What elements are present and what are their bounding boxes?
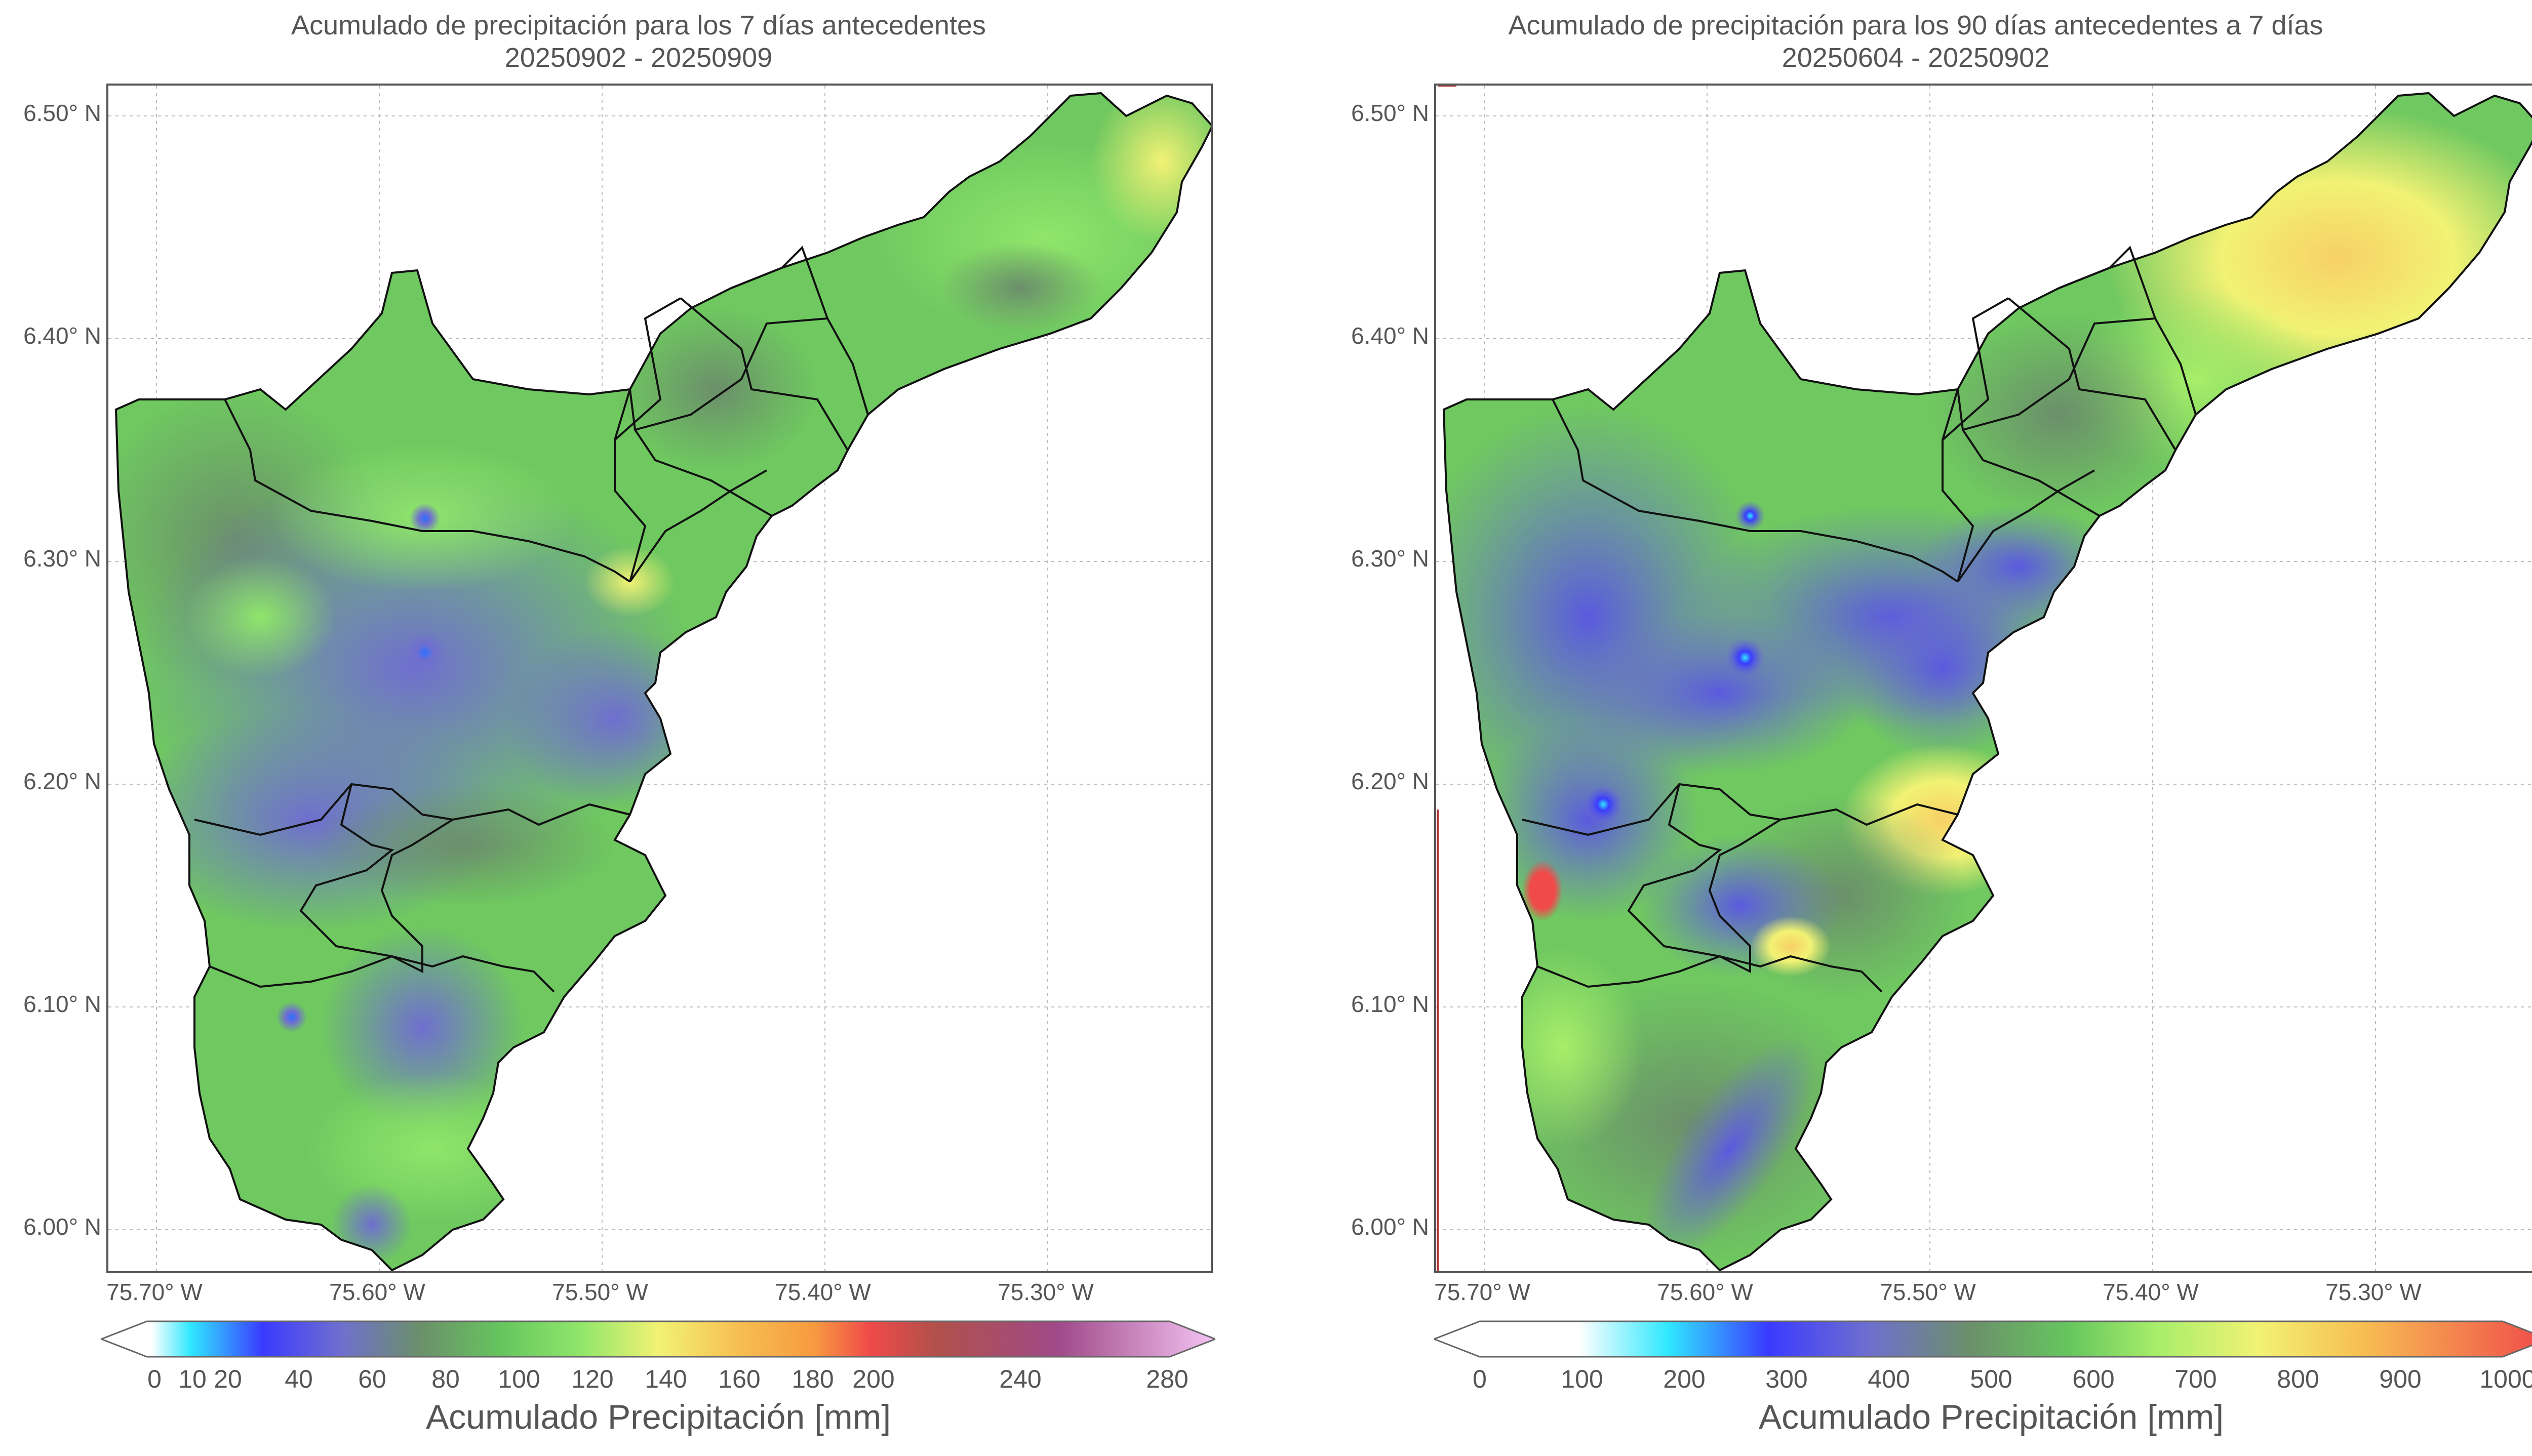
right-cbar-tick: 0	[1473, 1365, 1487, 1393]
left-cbar-tick: 140	[645, 1365, 687, 1393]
left-xtick: 75.60° W	[329, 1279, 425, 1305]
left-cbar-tick: 160	[718, 1365, 761, 1393]
right-map-svg	[1436, 86, 2532, 1271]
right-map-title: Acumulado de precipitación para los 90 d…	[1277, 9, 2532, 74]
left-map-area[interactable]	[106, 84, 1213, 1273]
left-ytick: 6.00° N	[23, 1214, 101, 1240]
right-ytick: 6.00° N	[1351, 1214, 1429, 1240]
right-xtick: 75.70° W	[1434, 1279, 1530, 1305]
left-map-svg	[108, 86, 1211, 1271]
left-cbar-tick: 60	[358, 1365, 386, 1393]
right-xtick: 75.60° W	[1657, 1279, 1753, 1305]
right-map-area[interactable]	[1434, 84, 2532, 1273]
right-ytick: 6.50° N	[1351, 100, 1429, 126]
right-map-panel: Acumulado de precipitación para los 90 d…	[1277, 0, 2532, 1456]
right-ytick: 6.10° N	[1351, 991, 1429, 1017]
right-xtick: 75.40° W	[2103, 1279, 2199, 1305]
right-ytick: 6.30° N	[1351, 545, 1429, 572]
left-map-title: Acumulado de precipitación para los 7 dí…	[0, 9, 1277, 74]
left-xtick: 75.50° W	[552, 1279, 648, 1305]
right-cbar-tick: 900	[2379, 1365, 2422, 1393]
left-ytick: 6.50° N	[23, 100, 101, 126]
left-ytick: 6.20° N	[23, 768, 101, 794]
left-ytick: 6.40° N	[23, 322, 101, 349]
right-xtick: 75.30° W	[2325, 1279, 2422, 1305]
right-red-frame-segments	[1437, 86, 1456, 1271]
left-cbar-tick: 100	[498, 1365, 540, 1393]
right-cbar-tick: 600	[2072, 1365, 2115, 1393]
right-title-line2: 20250604 - 20250902	[1782, 43, 2050, 73]
left-cbar-tick: 80	[431, 1365, 460, 1393]
left-colorbar-label: Acumulado Precipitación [mm]	[425, 1398, 891, 1436]
left-title-line2: 20250902 - 20250909	[504, 43, 773, 73]
left-cbar-tick: 40	[285, 1365, 313, 1393]
right-colorbar-label: Acumulado Precipitación [mm]	[1758, 1398, 2224, 1436]
right-municipal-boundaries	[1442, 92, 2532, 1271]
right-ytick: 6.40° N	[1351, 322, 1429, 349]
right-xtick: 75.50° W	[1880, 1279, 1976, 1305]
right-colorbar-svg	[1432, 1320, 2532, 1358]
left-cbar-tick: 20	[214, 1365, 242, 1393]
left-ytick: 6.10° N	[23, 991, 101, 1017]
left-map-panel: Acumulado de precipitación para los 7 dí…	[0, 9, 1277, 1436]
right-cbar-tick: 500	[1970, 1365, 2012, 1393]
left-precip-field	[116, 93, 1211, 1270]
left-cbar-tick: 10	[178, 1365, 207, 1393]
left-xtick: 75.70° W	[106, 1279, 203, 1305]
left-colorbar	[99, 1319, 1218, 1359]
right-title-line1: Acumulado de precipitación para los 90 d…	[1508, 10, 2323, 41]
left-cbar-tick: 240	[999, 1365, 1042, 1393]
right-cbar-tick: 100	[1561, 1365, 1603, 1393]
left-cbar-tick: 280	[1146, 1365, 1189, 1393]
left-xtick: 75.30° W	[998, 1279, 1094, 1305]
right-cbar-tick: 400	[1868, 1365, 1910, 1393]
right-cbar-tick: 200	[1663, 1365, 1706, 1393]
left-xtick: 75.40° W	[775, 1279, 871, 1305]
right-cbar-tick: 700	[2174, 1365, 2217, 1393]
left-ytick: 6.30° N	[23, 545, 101, 572]
left-colorbar-svg	[99, 1320, 1218, 1358]
left-title-line1: Acumulado de precipitación para los 7 dí…	[291, 10, 986, 41]
right-cbar-tick: 300	[1765, 1365, 1808, 1393]
left-cbar-tick: 180	[792, 1365, 834, 1393]
left-cbar-tick: 120	[571, 1365, 614, 1393]
right-cbar-tick: 1000	[2479, 1365, 2532, 1393]
right-ytick: 6.20° N	[1351, 768, 1429, 794]
right-colorbar	[1432, 1319, 2532, 1359]
left-cbar-tick: 200	[852, 1365, 895, 1393]
left-municipal-boundaries	[114, 92, 1211, 1271]
left-cbar-tick: 0	[147, 1365, 162, 1393]
right-cbar-tick: 800	[2277, 1365, 2319, 1393]
